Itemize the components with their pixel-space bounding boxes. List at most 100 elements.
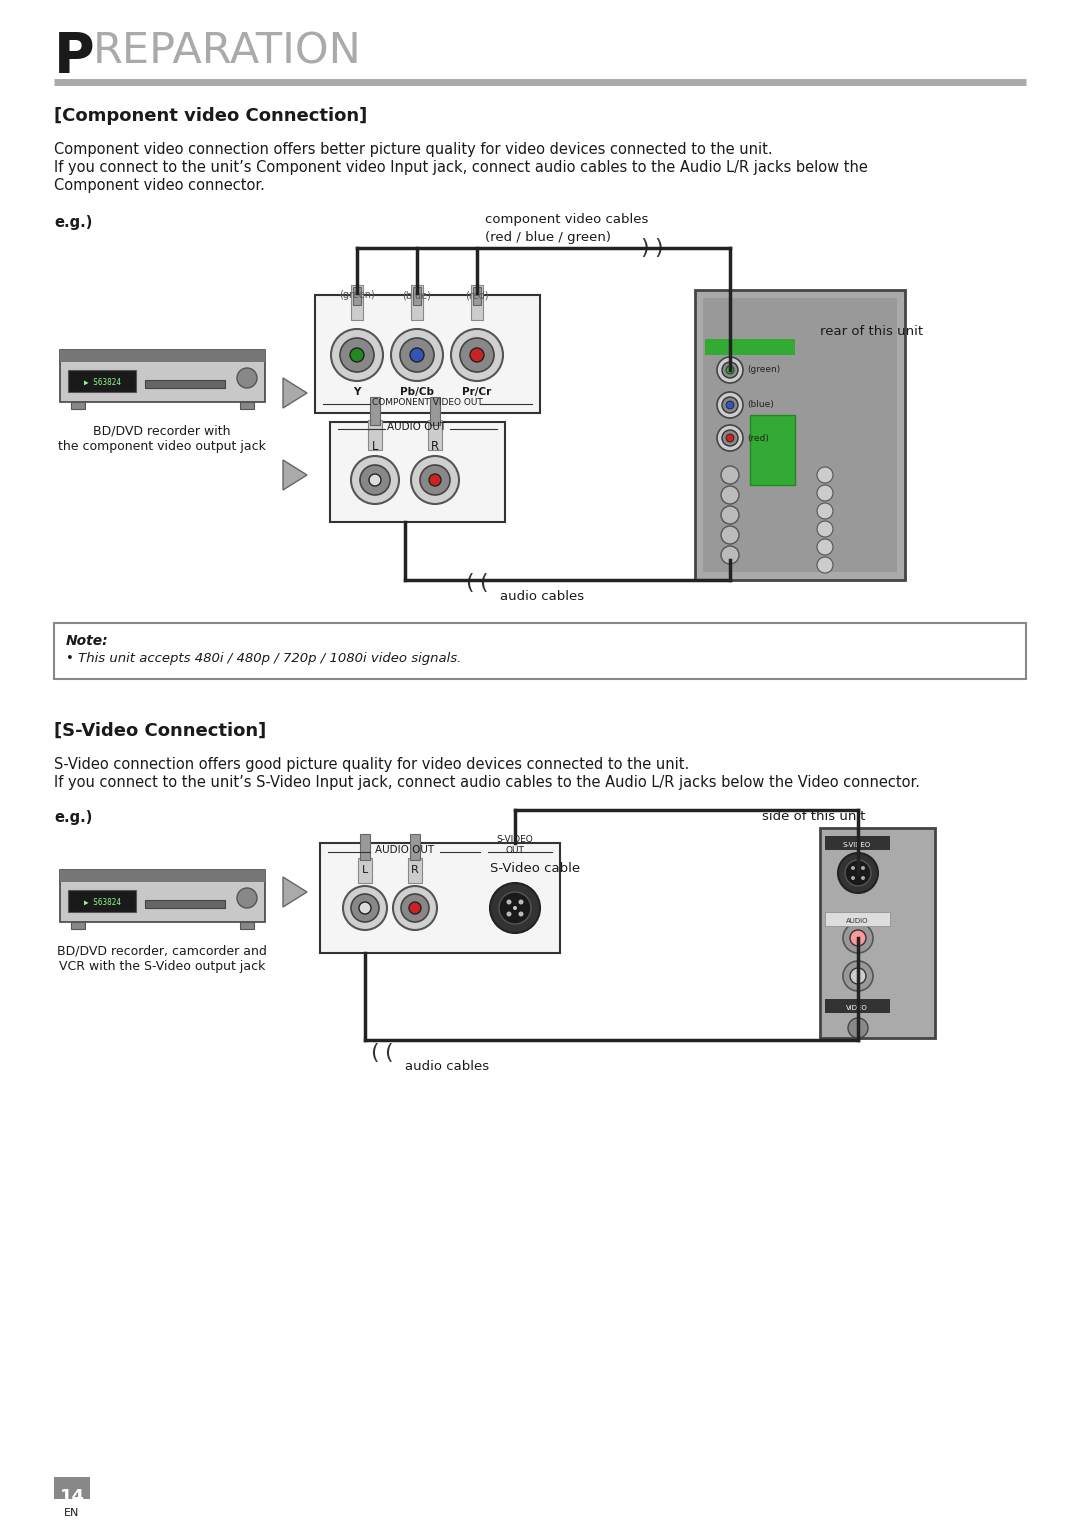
Text: VIDEO: VIDEO [846, 1006, 868, 1012]
Bar [370, 397, 380, 426]
Circle shape [861, 876, 865, 881]
Circle shape [723, 362, 738, 378]
Bar [408, 858, 422, 884]
Text: component video cables: component video cables [485, 214, 648, 226]
Text: EN: EN [65, 1508, 80, 1518]
Bar [240, 401, 254, 409]
Text: (red / blue / green): (red / blue / green) [485, 230, 611, 244]
Circle shape [845, 861, 870, 887]
Text: 14: 14 [59, 1488, 84, 1506]
Bar [360, 835, 370, 861]
Text: S-VIDEO: S-VIDEO [842, 842, 872, 848]
Text: (: ( [370, 1042, 379, 1064]
Circle shape [851, 865, 855, 870]
Bar [825, 913, 890, 926]
Circle shape [850, 967, 866, 984]
Bar [71, 922, 85, 929]
Bar [411, 285, 423, 320]
Circle shape [723, 430, 738, 446]
Circle shape [726, 401, 734, 409]
Circle shape [330, 330, 383, 382]
Text: (blue): (blue) [403, 290, 431, 301]
Bar [71, 401, 85, 409]
Text: (red): (red) [465, 290, 489, 301]
Text: L: L [372, 439, 378, 453]
Circle shape [369, 475, 381, 485]
Circle shape [391, 330, 443, 382]
Text: [S-Video Connection]: [S-Video Connection] [54, 722, 267, 740]
Circle shape [409, 902, 421, 914]
Circle shape [723, 397, 738, 414]
Bar [60, 349, 265, 362]
Circle shape [429, 475, 441, 485]
Circle shape [717, 426, 743, 452]
Circle shape [726, 433, 734, 443]
Text: S-VIDEO
OUT: S-VIDEO OUT [497, 835, 534, 855]
Circle shape [721, 526, 739, 543]
Text: (green): (green) [747, 366, 780, 374]
Bar [240, 922, 254, 929]
Circle shape [816, 485, 833, 501]
Circle shape [393, 887, 437, 929]
Polygon shape [283, 877, 307, 906]
Bar [145, 380, 225, 388]
Circle shape [451, 330, 503, 382]
Bar [68, 369, 136, 392]
Text: ): ) [640, 238, 649, 258]
Bar [60, 870, 265, 882]
Bar [473, 287, 481, 305]
Bar [428, 420, 442, 450]
Text: If you connect to the unit’s Component video Input jack, connect audio cables to: If you connect to the unit’s Component v… [54, 160, 868, 175]
Bar [825, 836, 890, 850]
Bar [60, 870, 265, 922]
Text: AUDIO OUT: AUDIO OUT [388, 423, 446, 432]
Text: BD/DVD recorder, camcorder and: BD/DVD recorder, camcorder and [57, 945, 267, 957]
Circle shape [721, 546, 739, 565]
Text: rear of this unit: rear of this unit [820, 325, 923, 337]
Bar [410, 835, 420, 861]
Circle shape [400, 337, 434, 372]
Circle shape [470, 348, 484, 362]
Bar [68, 890, 136, 913]
Bar [54, 1477, 90, 1499]
Circle shape [838, 853, 878, 893]
Circle shape [721, 485, 739, 504]
Circle shape [411, 456, 459, 504]
Bar [315, 295, 540, 414]
Bar [145, 900, 225, 908]
Text: ▶ S63824: ▶ S63824 [83, 378, 121, 388]
Circle shape [351, 456, 399, 504]
Text: (green): (green) [339, 290, 375, 301]
Circle shape [351, 894, 379, 922]
Circle shape [721, 465, 739, 484]
Circle shape [410, 348, 424, 362]
Bar [750, 415, 795, 485]
Bar [825, 1000, 890, 1013]
Circle shape [350, 348, 364, 362]
Text: (: ( [384, 1042, 393, 1064]
Text: [Component video Connection]: [Component video Connection] [54, 107, 367, 125]
Circle shape [490, 884, 540, 932]
Text: P: P [54, 31, 95, 84]
Circle shape [343, 887, 387, 929]
Text: Pr/Cr: Pr/Cr [462, 388, 491, 397]
Circle shape [460, 337, 494, 372]
Circle shape [420, 465, 450, 494]
Circle shape [843, 923, 873, 954]
Circle shape [513, 906, 517, 909]
Circle shape [401, 894, 429, 922]
Text: ▶ S63824: ▶ S63824 [83, 897, 121, 906]
Bar [353, 287, 361, 305]
Text: side of this unit: side of this unit [762, 810, 865, 823]
Text: e.g.): e.g.) [54, 215, 93, 230]
Text: BD/DVD recorder with: BD/DVD recorder with [93, 424, 231, 436]
Bar [430, 397, 440, 426]
Text: If you connect to the unit’s S-Video Input jack, connect audio cables to the Aud: If you connect to the unit’s S-Video Inp… [54, 775, 920, 790]
Text: VCR with the S-Video output jack: VCR with the S-Video output jack [58, 960, 266, 974]
Text: Component video connection offers better picture quality for video devices conne: Component video connection offers better… [54, 142, 772, 157]
Bar [471, 285, 483, 320]
Text: AUDIO OUT: AUDIO OUT [376, 845, 434, 855]
Text: AUDIO: AUDIO [846, 919, 868, 925]
Text: Note:: Note: [66, 633, 109, 649]
Bar [330, 423, 505, 522]
